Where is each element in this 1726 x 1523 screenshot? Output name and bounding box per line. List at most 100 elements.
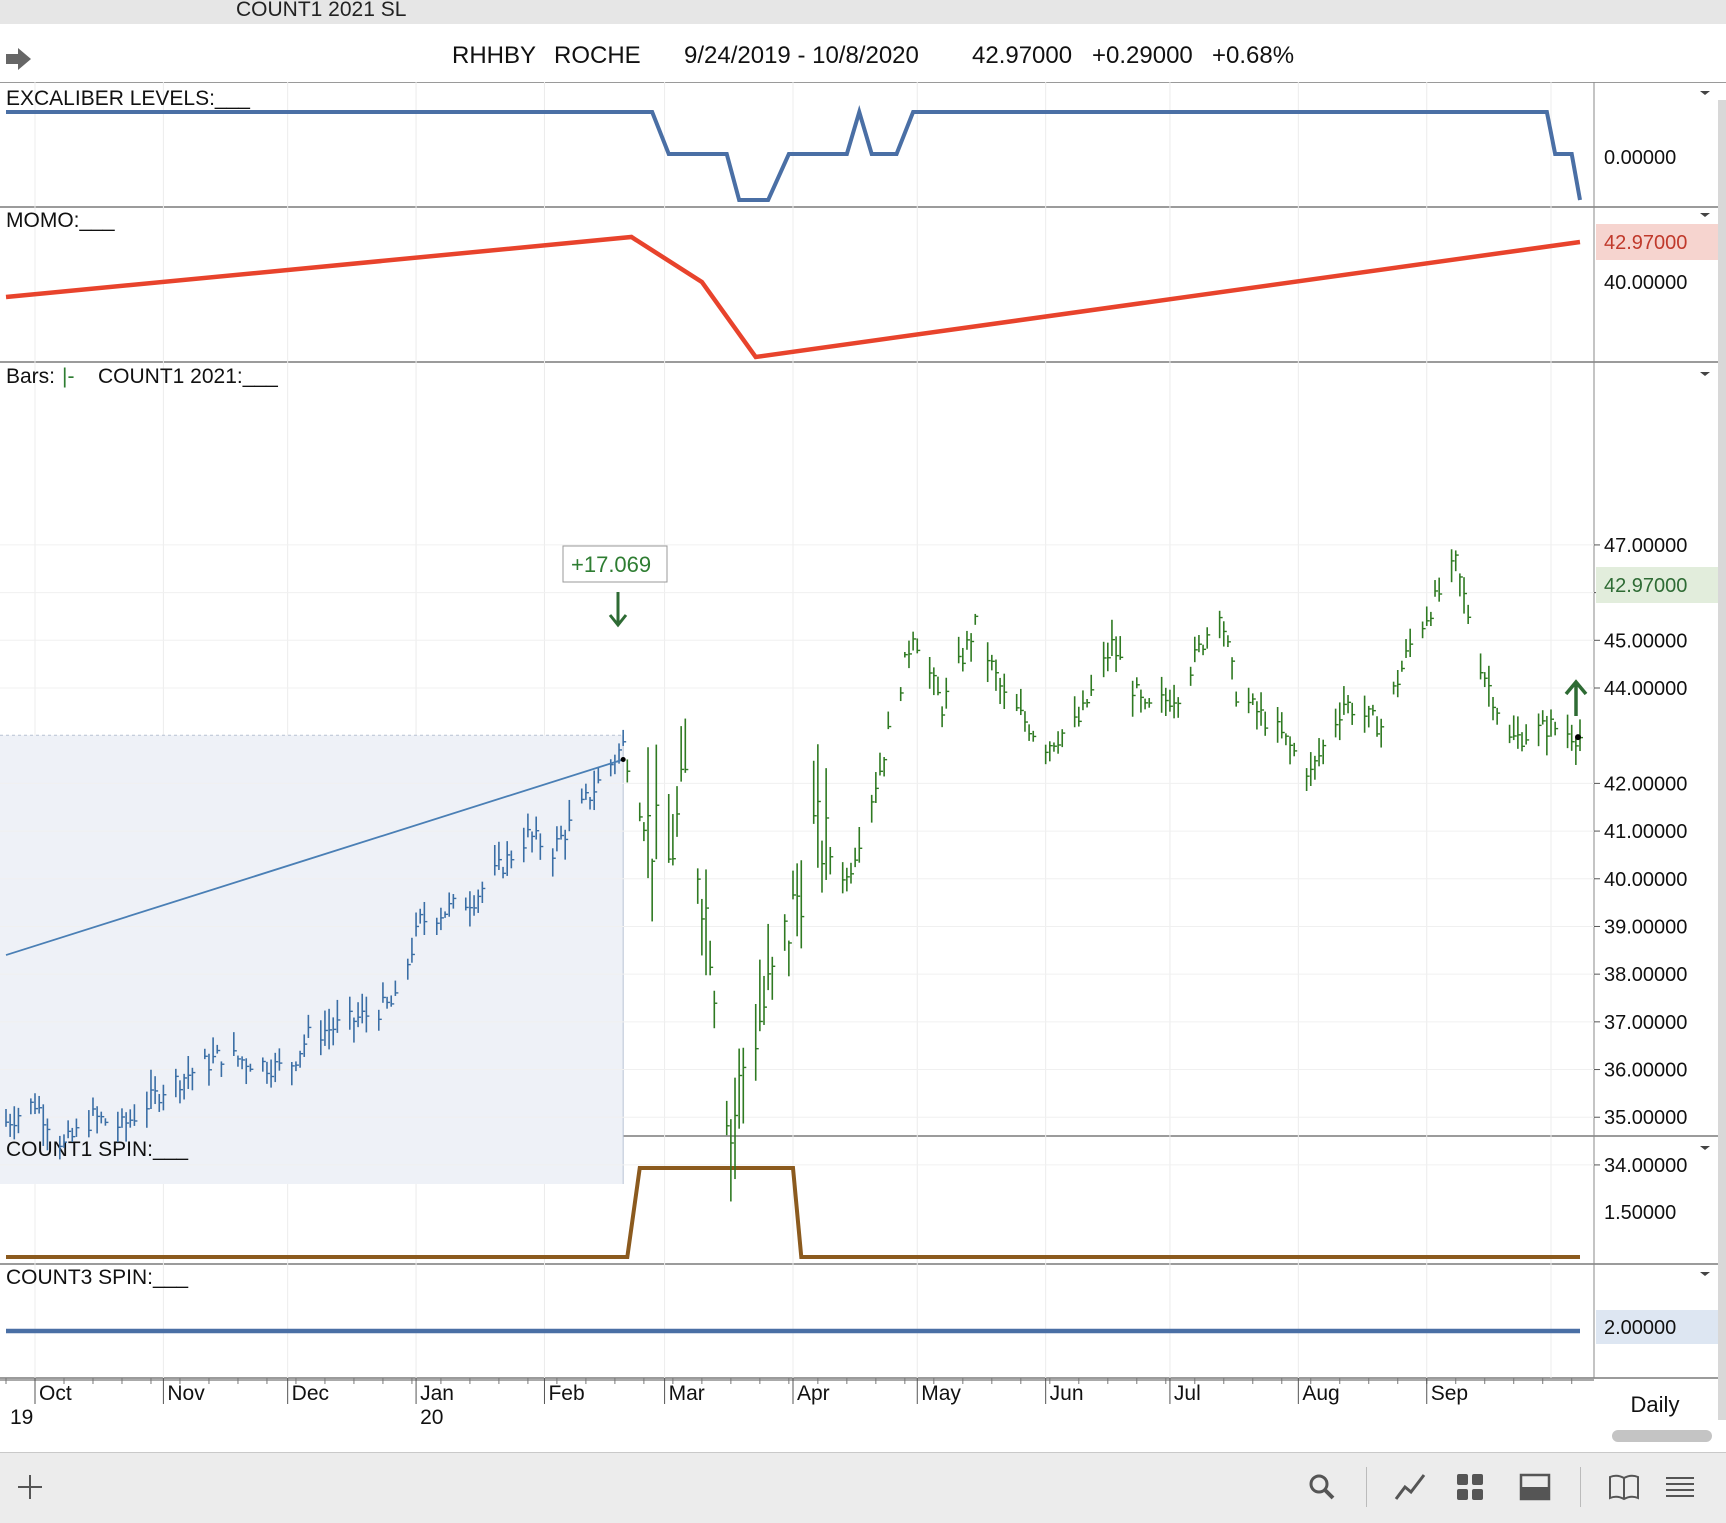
price-bar [1289, 736, 1294, 765]
price-bar [1078, 706, 1082, 727]
price-bar [191, 1067, 196, 1091]
price-bar [1508, 724, 1513, 744]
price-bar [684, 718, 689, 773]
price-bar [444, 911, 449, 918]
price-bar [319, 1020, 324, 1056]
momo-label: MOMO:___ [6, 209, 115, 232]
price-bar [854, 847, 859, 868]
price-bar [1222, 621, 1227, 647]
price-bar [13, 1106, 18, 1140]
chevron-down-icon[interactable] [1700, 91, 1710, 95]
line-chart-icon[interactable] [1390, 1467, 1430, 1507]
price-bar [1488, 665, 1492, 707]
momo-line [5, 234, 1581, 360]
price-bar [908, 640, 912, 669]
price-bar [435, 917, 440, 936]
chevron-down-icon[interactable] [1700, 1146, 1710, 1150]
price-bar [680, 726, 685, 782]
price-bar [1086, 699, 1091, 708]
arrow-right-icon[interactable] [4, 44, 34, 74]
price-bar [626, 759, 631, 783]
plus-icon[interactable] [10, 1467, 50, 1507]
buy-arrow-icon [1564, 679, 1588, 716]
chart-area[interactable]: EXCALIBER LEVELS:___ MOMO:___ Bars: |- C… [0, 82, 1726, 1434]
price-bar [411, 937, 415, 963]
price-bar [183, 1073, 188, 1100]
price-bar [705, 869, 710, 976]
horizontal-scrollbar[interactable] [1612, 1430, 1712, 1442]
price-bar [1483, 672, 1488, 688]
price-bar [734, 1077, 739, 1180]
price-bar [1061, 729, 1066, 748]
last-price-dot [1575, 734, 1581, 741]
price-bar [1396, 669, 1401, 698]
last-price: 42.97000 [972, 42, 1073, 69]
price-bar [1264, 711, 1269, 736]
price-bar [1073, 696, 1078, 728]
price-bar [825, 768, 830, 880]
x-tick-label: Oct [39, 1382, 72, 1405]
price-bar [1372, 704, 1376, 716]
panel-icon[interactable] [1515, 1467, 1555, 1507]
price-bar [63, 1134, 67, 1148]
price-tick-label: 39.00000 [1604, 916, 1687, 938]
price-bar [1570, 724, 1575, 751]
price-bar [357, 1002, 362, 1028]
price-bar [850, 862, 854, 884]
price-bar [1044, 744, 1049, 765]
price-bar [1334, 708, 1339, 738]
chevron-down-icon[interactable] [1700, 372, 1710, 376]
price-bar [59, 1135, 63, 1160]
price-bar [1450, 549, 1455, 583]
price-bar [1425, 606, 1430, 626]
excaliber-line [6, 104, 1582, 202]
price-tick-label: 36.00000 [1604, 1060, 1687, 1082]
interval-label[interactable]: Daily [1630, 1392, 1680, 1417]
x-tick-label: Mar [669, 1382, 705, 1405]
price-bar [974, 613, 979, 625]
x-tick-label: Nov [167, 1382, 205, 1405]
chevron-down-icon[interactable] [1700, 213, 1710, 217]
price-bar [1314, 755, 1318, 780]
price-bar [1376, 716, 1381, 737]
grid-icon[interactable] [1450, 1467, 1490, 1507]
price-bar [1322, 739, 1327, 765]
search-icon[interactable] [1302, 1467, 1342, 1507]
price-bar [1463, 577, 1468, 614]
price-bar [175, 1068, 179, 1098]
price-bar [887, 711, 892, 730]
price-bar [672, 814, 676, 866]
price-bar [725, 1100, 730, 1136]
x-tick-label: Sep [1431, 1382, 1468, 1405]
price-bar [986, 642, 991, 683]
gain-annotation: +17.069 [571, 552, 651, 577]
price-bar [812, 760, 817, 824]
price-bar [1479, 653, 1484, 680]
vertical-scrollbar[interactable] [1718, 100, 1726, 1420]
menu-icon[interactable] [1660, 1467, 1700, 1507]
price-bar [423, 901, 428, 936]
price-bar [1131, 680, 1136, 717]
count1-spin-line [6, 1166, 1580, 1259]
price-bar [382, 982, 386, 1003]
price-bar [96, 1106, 101, 1134]
count1-2021-label: COUNT1 2021:___ [98, 365, 278, 388]
price-bar [783, 914, 788, 951]
price-tick-label: 37.00000 [1604, 1012, 1687, 1034]
price-bar [1492, 696, 1497, 721]
book-icon[interactable] [1604, 1467, 1644, 1507]
price-tick-label: 40.00000 [1604, 869, 1687, 891]
price-bar [1546, 715, 1550, 756]
price-bar [1028, 724, 1033, 741]
price-bar [1111, 619, 1115, 656]
price-bar [1140, 689, 1144, 713]
chevron-down-icon[interactable] [1700, 1272, 1710, 1276]
price-bar [1260, 692, 1265, 726]
price-bar [1467, 604, 1472, 624]
price-bar [622, 729, 627, 746]
price-bar [42, 1104, 47, 1146]
price-bar [531, 831, 536, 853]
price-bar [1293, 742, 1298, 757]
price-bar [643, 822, 647, 842]
price-bar [796, 863, 801, 937]
